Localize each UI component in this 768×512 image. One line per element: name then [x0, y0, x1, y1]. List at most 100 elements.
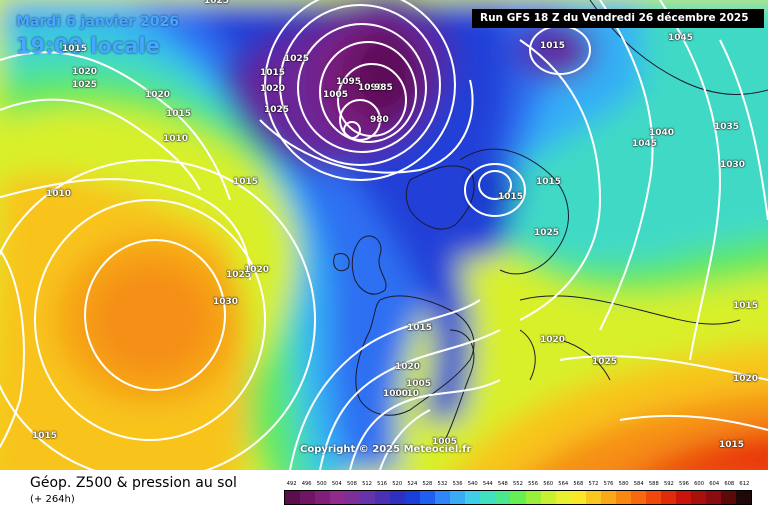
scale-tick: 600	[694, 481, 705, 487]
pressure-label: 1090	[358, 83, 384, 93]
scale-tick: 608	[724, 481, 735, 487]
scale-tick: 604	[709, 481, 720, 487]
pressure-label: 1030	[720, 160, 746, 170]
scale-swatch	[480, 491, 496, 504]
pressure-label: 1095	[336, 77, 362, 87]
scale-tick: 504	[331, 481, 342, 487]
scale-swatch	[570, 491, 586, 504]
scale-tick: 512	[362, 481, 372, 487]
pressure-label: 1015	[536, 177, 562, 187]
scale-swatch	[465, 491, 481, 504]
scale-tick: 564	[558, 481, 569, 487]
run-info: Run GFS 18 Z du Vendredi 26 décembre 202…	[472, 9, 764, 28]
scale-swatches	[284, 490, 752, 505]
pressure-label: 1025	[204, 0, 230, 6]
scale-swatch	[300, 491, 316, 504]
scale-swatch	[315, 491, 331, 504]
scale-tick: 576	[603, 481, 614, 487]
scale-tick: 516	[377, 481, 388, 487]
scale-tick: 568	[573, 481, 584, 487]
pressure-label: 1020	[244, 265, 270, 275]
scale-tick: 520	[392, 481, 403, 487]
forecast-range: (+ 264h)	[30, 494, 75, 505]
scale-swatch	[405, 491, 421, 504]
scale-tick: 612	[739, 481, 750, 487]
scale-tick: 532	[437, 481, 448, 487]
scale-tick: 524	[407, 481, 418, 487]
scale-tick: 496	[301, 481, 312, 487]
scale-tick: 540	[467, 481, 478, 487]
pressure-label: 1045	[632, 139, 658, 149]
pressure-label: 1010	[394, 389, 420, 399]
pressure-label: 1030	[213, 297, 239, 307]
pressure-label: 1020	[260, 84, 286, 94]
scale-swatch	[675, 491, 691, 504]
forecast-date: Mardi 6 janvier 2026	[16, 14, 179, 30]
scale-tick: 584	[633, 481, 644, 487]
scale-swatch	[735, 491, 751, 504]
scale-swatch	[360, 491, 376, 504]
copyright: Copyright © 2025 Meteociel.fr	[300, 444, 472, 455]
scale-tick: 500	[316, 481, 327, 487]
pressure-label: 1010	[46, 189, 72, 199]
scale-swatch	[540, 491, 556, 504]
scale-tick: 528	[422, 481, 433, 487]
scale-tick: 560	[543, 481, 554, 487]
scale-swatch	[615, 491, 631, 504]
pressure-label: 1025	[284, 54, 310, 64]
pressure-label: 1015	[166, 109, 192, 119]
scale-tick: 552	[513, 481, 523, 487]
pressure-label: 1015	[62, 44, 88, 54]
pressure-label: 980	[370, 115, 389, 125]
scale-swatch	[510, 491, 526, 504]
pressure-label: 1025	[592, 357, 618, 367]
scale-tick: 588	[648, 481, 659, 487]
scale-swatch	[450, 491, 466, 504]
pressure-label: 1015	[498, 192, 524, 202]
pressure-label: 1020	[145, 90, 171, 100]
scale-tick: 548	[497, 481, 508, 487]
scale-tick: 580	[618, 481, 629, 487]
pressure-label: 1015	[32, 431, 58, 441]
scale-swatch	[720, 491, 736, 504]
chart-title: Géop. Z500 & pression au sol	[30, 475, 237, 491]
forecast-time: 19:00 locale	[16, 34, 160, 58]
scale-tick: 508	[346, 481, 357, 487]
pressure-label: 1020	[395, 362, 421, 372]
scale-swatch	[330, 491, 346, 504]
pressure-label: 985	[374, 83, 393, 93]
pressure-label: 1015	[540, 41, 566, 51]
scale-swatch	[285, 491, 301, 504]
pressure-label: 1015	[233, 177, 259, 187]
scale-swatch	[495, 491, 511, 504]
weather-map	[0, 0, 768, 470]
pressure-label: 1025	[534, 228, 560, 238]
pressure-label: 1000	[383, 389, 409, 399]
pressure-label: 1025	[72, 80, 98, 90]
scale-swatch	[375, 491, 391, 504]
scale-swatch	[600, 491, 616, 504]
scale-tick: 536	[452, 481, 463, 487]
scale-tick: 592	[663, 481, 674, 487]
scale-swatch	[645, 491, 661, 504]
footer: Géop. Z500 & pression au sol (+ 264h) 49…	[0, 470, 768, 512]
scale-swatch	[420, 491, 436, 504]
pressure-label: 1005	[323, 90, 349, 100]
scale-ticks: 492 496 500 504 508 512 516 520 524 528 532 536 540 5…	[284, 480, 752, 489]
pressure-label: 1015	[407, 323, 433, 333]
pressure-label: 1025	[264, 105, 290, 115]
pressure-label: 1045	[668, 33, 694, 43]
scale-tick: 544	[482, 481, 493, 487]
pressure-label: 1010	[163, 134, 189, 144]
pressure-label: 1005	[406, 379, 432, 389]
pressure-label: 1025	[226, 270, 252, 280]
pressure-label: 1035	[714, 122, 740, 132]
color-scale: 492 496 500 504 508 512 516 520 524 528 532 536 540 5…	[284, 480, 752, 509]
pressure-label: 1040	[649, 128, 675, 138]
scale-tick: 492	[286, 481, 297, 487]
pressure-label: 1020	[540, 335, 566, 345]
scale-swatch	[630, 491, 646, 504]
scale-swatch	[435, 491, 451, 504]
pressure-label: 1015	[260, 68, 286, 78]
